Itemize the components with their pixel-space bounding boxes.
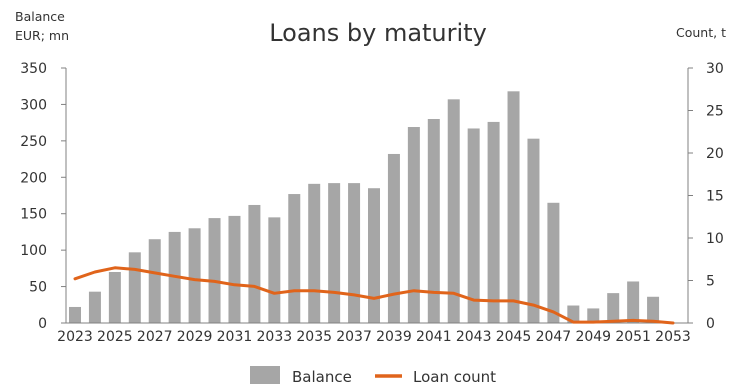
left-tick-label: 350	[20, 61, 47, 77]
bar-balance-2052	[647, 296, 660, 323]
balance-bars	[69, 91, 660, 324]
legend-label-loan-count: Loan count	[413, 368, 496, 386]
left-axis-title-line1: Balance	[15, 9, 65, 24]
bar-balance-2038	[368, 188, 380, 323]
left-tick-label: 250	[20, 134, 47, 150]
right-tick-label: 15	[706, 189, 724, 205]
bar-balance-2035	[308, 183, 321, 323]
right-tick-label: 0	[706, 316, 715, 332]
bar-balance-2049	[587, 308, 600, 323]
x-tick-label: 2033	[257, 329, 293, 345]
left-axis-title-line2: EUR; mn	[15, 28, 69, 43]
bar-balance-2037	[348, 183, 361, 323]
left-tick-label: 100	[20, 243, 47, 259]
x-tick-label: 2051	[615, 329, 651, 345]
x-tick-label: 2053	[655, 329, 691, 345]
x-tick-label: 2031	[217, 329, 253, 345]
right-tick-label: 30	[706, 61, 724, 77]
x-tick-label: 2023	[57, 329, 93, 345]
right-tick-label: 20	[706, 146, 724, 162]
bar-balance-2050	[607, 293, 620, 323]
bar-balance-2030	[208, 218, 221, 323]
legend-swatch-balance	[250, 366, 280, 384]
bar-balance-2047	[547, 202, 560, 323]
bar-balance-2044	[487, 121, 500, 324]
left-tick-label: 50	[29, 280, 47, 296]
bar-balance-2023	[69, 306, 81, 323]
bar-balance-2024	[88, 291, 101, 323]
loan-count-line	[73, 266, 675, 325]
x-tick-label: 2049	[575, 329, 611, 345]
legend: Balance Loan count	[250, 366, 496, 386]
chart-title: Loans by maturity	[269, 19, 487, 47]
bar-balance-2025	[108, 272, 121, 323]
bar-balance-2045	[507, 91, 520, 323]
x-tick-label: 2043	[456, 329, 492, 345]
bar-balance-2032	[248, 204, 261, 323]
bar-balance-2036	[328, 183, 341, 323]
loan-count-line-group	[73, 266, 675, 325]
x-tick-label: 2035	[296, 329, 332, 345]
x-tick-label: 2029	[177, 329, 213, 345]
bar-balance-2029	[188, 228, 201, 323]
bar-balance-2034	[288, 194, 301, 323]
x-tick-label: 2037	[336, 329, 372, 345]
right-tick-label: 5	[706, 274, 715, 290]
x-tick-label: 2027	[137, 329, 173, 345]
bar-balance-2026	[128, 252, 141, 323]
bar-balance-2027	[148, 239, 161, 323]
left-tick-label: 200	[20, 170, 47, 186]
right-tick-label: 25	[706, 104, 724, 120]
right-tick-label: 10	[706, 231, 724, 247]
bar-balance-2039	[387, 153, 400, 323]
legend-label-balance: Balance	[292, 368, 352, 386]
left-tick-label: 150	[20, 207, 47, 223]
x-tick-label: 2045	[496, 329, 532, 345]
bar-balance-2042	[447, 99, 460, 323]
left-tick-label: 0	[38, 316, 47, 332]
x-tick-label: 2025	[97, 329, 133, 345]
x-tick-label: 2039	[376, 329, 412, 345]
x-tick-label: 2041	[416, 329, 452, 345]
right-axis-title: Count, t	[676, 25, 726, 40]
bar-balance-2033	[268, 217, 281, 323]
left-tick-label: 300	[20, 97, 47, 113]
bar-balance-2048	[567, 305, 580, 323]
bar-balance-2043	[467, 128, 480, 323]
bar-balance-2046	[527, 138, 540, 323]
x-tick-label: 2047	[536, 329, 572, 345]
bar-balance-2051	[627, 281, 640, 323]
bar-balance-2031	[228, 215, 241, 323]
bar-balance-2040	[407, 127, 420, 323]
bar-balance-2041	[427, 119, 440, 323]
